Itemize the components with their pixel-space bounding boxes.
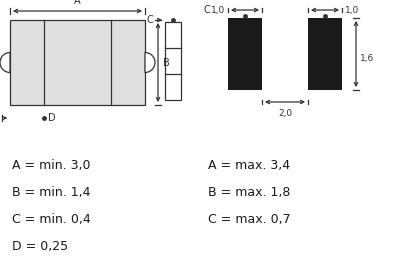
Bar xyxy=(228,18,262,90)
Text: 1,0: 1,0 xyxy=(211,6,225,16)
Text: 2,0: 2,0 xyxy=(278,109,292,118)
Text: D = 0,25: D = 0,25 xyxy=(12,240,68,253)
Text: A = min. 3,0: A = min. 3,0 xyxy=(12,159,90,172)
Text: C: C xyxy=(203,5,210,15)
Wedge shape xyxy=(0,52,10,73)
Text: D: D xyxy=(48,113,55,123)
Text: 1,0: 1,0 xyxy=(345,6,359,16)
Text: B: B xyxy=(163,58,170,68)
Text: A = max. 3,4: A = max. 3,4 xyxy=(208,159,290,172)
Bar xyxy=(10,20,145,105)
Wedge shape xyxy=(145,52,155,73)
Text: B = max. 1,8: B = max. 1,8 xyxy=(208,186,290,199)
Text: C = min. 0,4: C = min. 0,4 xyxy=(12,213,91,226)
Text: A: A xyxy=(74,0,81,6)
Text: C = max. 0,7: C = max. 0,7 xyxy=(208,213,291,226)
Text: C: C xyxy=(146,15,153,25)
Bar xyxy=(308,18,342,90)
Bar xyxy=(165,22,181,100)
Text: B = min. 1,4: B = min. 1,4 xyxy=(12,186,90,199)
Text: 1,6: 1,6 xyxy=(360,54,374,62)
